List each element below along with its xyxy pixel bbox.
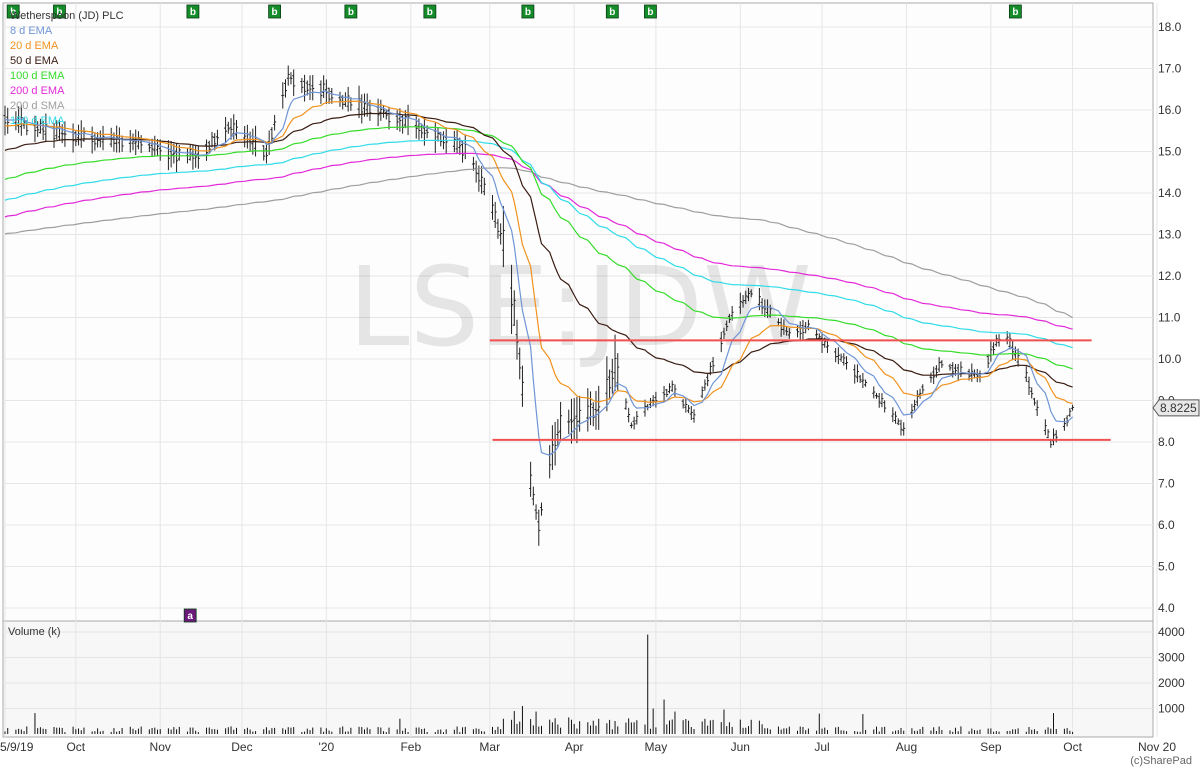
time-tick-label: 5/9/19 — [0, 740, 34, 754]
event-badge-b[interactable]: b — [521, 4, 535, 19]
badge-text: b — [348, 7, 354, 18]
volume-bars — [4, 634, 1074, 734]
time-tick-label: Aug — [896, 740, 917, 754]
badge-box — [53, 4, 66, 19]
volume-tick-label: 3000 — [1158, 651, 1185, 665]
volume-tick-label: 4000 — [1158, 625, 1185, 639]
badge-box — [644, 4, 657, 19]
moving-averages — [4, 90, 1074, 456]
badge-text: b — [647, 7, 653, 18]
time-tick-label: Nov — [150, 740, 171, 754]
time-tick-label: Sep — [980, 740, 1002, 754]
time-tick-label: Apr — [565, 740, 584, 754]
price-tick-label: 5.0 — [1158, 560, 1175, 574]
ma-200-ema — [4, 152, 1073, 330]
price-panel — [2, 2, 1154, 622]
badge-box — [183, 608, 197, 623]
event-badges: b b b b b b b b b b a — [6, 4, 1022, 623]
legend: Wetherspoon (JD) PLC 8 d EMA 20 d EMA 50 d… — [10, 10, 124, 127]
price-axis: 4.05.06.07.08.09.010.011.012.013.014.015… — [1158, 20, 1182, 615]
event-badge-b[interactable]: b — [6, 4, 20, 19]
badge-text: a — [187, 611, 193, 622]
last-price-marker: 8.8225 — [1152, 399, 1200, 417]
badge-text: b — [609, 7, 615, 18]
legend-entry: 8 d EMA — [10, 25, 53, 37]
event-badge-b[interactable]: b — [605, 4, 619, 19]
price-tick-label: 11.0 — [1158, 311, 1181, 325]
ma-8-ema — [4, 90, 1074, 456]
last-price-label: 8.8225 — [1160, 401, 1197, 415]
legend-entry: 200 d EMA — [10, 85, 65, 97]
volume-panel — [2, 620, 1154, 738]
badge-text: b — [272, 7, 278, 18]
time-tick-label: Mar — [479, 740, 500, 754]
legend-entry: 150 d EMA — [10, 115, 65, 127]
event-badge-b[interactable]: b — [268, 4, 282, 19]
time-tick-label: Dec — [231, 740, 252, 754]
price-tick-label: 7.0 — [1158, 477, 1175, 491]
legend-entry: 50 d EMA — [10, 55, 59, 67]
volume-tick-label: 2000 — [1158, 676, 1185, 690]
ma-150-ema — [4, 139, 1073, 349]
last-price-flag — [1152, 399, 1200, 417]
badge-box — [605, 4, 619, 19]
ma-20-ema — [4, 100, 1073, 404]
event-badge-b[interactable]: b — [53, 4, 66, 19]
watermark: LSE:JDW — [348, 243, 812, 371]
time-tick-label: Oct — [1063, 740, 1082, 754]
price-tick-label: 8.0 — [1158, 435, 1175, 449]
volume-panel-title: Volume (k) — [8, 626, 61, 638]
event-badge-b[interactable]: b — [644, 4, 657, 19]
badge-box — [186, 4, 200, 19]
time-tick-label: May — [645, 740, 668, 754]
legend-entry: 200 d SMA — [10, 100, 65, 112]
price-tick-label: 14.0 — [1158, 186, 1182, 200]
badge-text: b — [190, 7, 196, 18]
ma-100-ema — [4, 126, 1073, 370]
event-badge-b[interactable]: b — [1008, 4, 1022, 19]
time-tick-label: Nov 20 — [1138, 740, 1176, 754]
badge-box — [268, 4, 282, 19]
price-tick-label: 12.0 — [1158, 269, 1182, 283]
legend-entry: 20 d EMA — [10, 40, 59, 52]
support-resistance-lines — [489, 339, 1111, 441]
price-tick-label: 15.0 — [1158, 145, 1182, 159]
event-badge-b[interactable]: b — [423, 4, 437, 19]
time-tick-label: Feb — [400, 740, 421, 754]
ma-200-sma — [4, 167, 1073, 319]
badge-box — [1008, 4, 1022, 19]
volume-axis: 1000 2000 3000 4000 — [1158, 625, 1185, 716]
badge-text: b — [56, 7, 62, 18]
chart-title: Wetherspoon (JD) PLC — [10, 10, 124, 22]
time-tick-label: '20 — [319, 740, 335, 754]
price-tick-label: 16.0 — [1158, 103, 1182, 117]
time-tick-label: Jul — [814, 740, 829, 754]
badge-text: b — [427, 7, 433, 18]
badge-text: b — [1012, 7, 1018, 18]
price-tick-label: 10.0 — [1158, 352, 1182, 366]
event-badge-b[interactable]: b — [344, 4, 358, 19]
badge-box — [521, 4, 535, 19]
price-tick-label: 4.0 — [1158, 601, 1175, 615]
badge-box — [6, 4, 20, 19]
copyright: (c)SharePad — [1130, 755, 1192, 767]
badge-box — [344, 4, 358, 19]
time-tick-label: Jun — [731, 740, 750, 754]
badge-text: b — [10, 7, 16, 18]
badge-box — [423, 4, 437, 19]
event-badge-a[interactable]: a — [183, 608, 197, 623]
volume-tick-label: 1000 — [1158, 702, 1185, 716]
event-badge-b[interactable]: b — [186, 4, 200, 19]
price-tick-label: 13.0 — [1158, 228, 1182, 242]
legend-entry: 100 d EMA — [10, 70, 65, 82]
time-tick-label: Oct — [66, 740, 85, 754]
price-tick-label: 18.0 — [1158, 20, 1182, 34]
price-tick-label: 6.0 — [1158, 518, 1175, 532]
badge-text: b — [525, 7, 531, 18]
time-axis: 5/9/19 Oct Nov Dec '20 Feb Mar Apr May Jun Jul Aug S… — [0, 740, 1176, 754]
price-tick-label: 17.0 — [1158, 62, 1182, 76]
ma-50-ema — [4, 112, 1073, 388]
